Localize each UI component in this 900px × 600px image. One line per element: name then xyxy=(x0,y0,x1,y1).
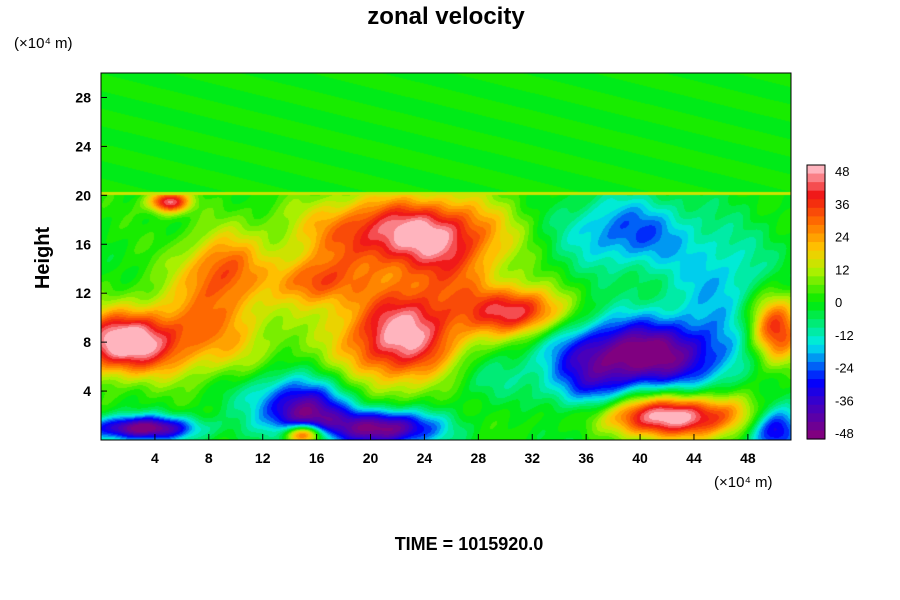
colorbar-swatch xyxy=(807,361,825,372)
colorbar-swatch xyxy=(807,387,825,397)
colorbar-swatch xyxy=(807,267,825,277)
colorbar-swatch xyxy=(807,242,825,252)
colorbar-swatch xyxy=(807,293,825,303)
colorbar-swatch xyxy=(807,190,825,200)
colorbar-swatch xyxy=(807,165,825,175)
colorbar-swatch xyxy=(807,430,825,440)
x-tick-label: 4 xyxy=(151,450,159,466)
colorbar-swatch xyxy=(807,182,825,192)
y-axis: 4 8 12 16 20 24 28 xyxy=(75,89,107,399)
colorbar-tick-label: 24 xyxy=(835,230,849,245)
colorbar-swatch xyxy=(807,396,825,406)
colorbar-swatch xyxy=(807,353,825,363)
colorbar-tick-label: -12 xyxy=(835,328,854,343)
x-tick-label: 36 xyxy=(578,450,594,466)
colorbar-swatch xyxy=(807,224,825,235)
x-unit-label: (×10⁴ m) xyxy=(714,474,773,491)
colorbar-tick-label: -48 xyxy=(835,426,854,441)
colorbar-swatch xyxy=(807,344,825,354)
colorbar-swatch xyxy=(807,276,825,286)
colorbar-swatch xyxy=(807,199,825,209)
x-tick-label: 16 xyxy=(309,450,325,466)
colorbar-swatch xyxy=(807,327,825,337)
x-tick-label: 28 xyxy=(471,450,487,466)
colorbar-frame xyxy=(806,164,826,440)
colorbar: 48 36 24 12 0 -12 -24 -36 -48 xyxy=(806,164,854,441)
y-tick-label: 8 xyxy=(83,334,91,350)
y-tick-label: 16 xyxy=(75,236,91,252)
y-tick-label: 4 xyxy=(83,383,91,399)
y-tick-label: 24 xyxy=(75,138,91,154)
chart-title: zonal velocity xyxy=(367,3,525,30)
colorbar-swatch xyxy=(807,413,825,423)
x-tick-label: 48 xyxy=(740,450,756,466)
colorbar-swatch xyxy=(807,336,825,346)
y-tick-label: 20 xyxy=(75,187,91,203)
colorbar-tick-label: -36 xyxy=(835,393,854,408)
y-tick-label: 28 xyxy=(75,89,91,105)
time-label: TIME = 1015920.0 xyxy=(395,534,544,554)
colorbar-swatch xyxy=(807,250,825,260)
velocity-field xyxy=(101,73,791,440)
y-tick-label: 12 xyxy=(75,285,91,301)
colorbar-swatch xyxy=(807,421,825,432)
colorbar-swatch xyxy=(807,319,825,329)
x-tick-label: 20 xyxy=(363,450,379,466)
colorbar-swatch xyxy=(807,259,825,269)
y-axis-label: Height xyxy=(32,227,54,290)
colorbar-tick-label: 48 xyxy=(835,164,849,179)
plot-area xyxy=(101,73,791,440)
colorbar-tick-label: 36 xyxy=(835,197,849,212)
x-tick-label: 40 xyxy=(632,450,648,466)
x-tick-label: 32 xyxy=(524,450,540,466)
colorbar-swatch xyxy=(807,302,825,312)
colorbar-swatch xyxy=(807,370,825,380)
colorbar-swatch xyxy=(807,404,825,414)
colorbar-swatch xyxy=(807,379,825,389)
colorbar-swatch xyxy=(807,284,825,295)
colorbar-swatch xyxy=(807,173,825,183)
x-tick-label: 8 xyxy=(205,450,213,466)
colorbar-tick-label: -24 xyxy=(835,361,854,376)
x-tick-label: 44 xyxy=(686,450,702,466)
colorbar-swatch xyxy=(807,216,825,226)
x-axis: 4 8 12 16 20 24 28 32 36 40 44 48 xyxy=(151,434,756,466)
y-unit-label: (×10⁴ m) xyxy=(14,35,73,52)
colorbar-swatch xyxy=(807,207,825,217)
colorbar-tick-label: 0 xyxy=(835,295,842,310)
colorbar-swatch xyxy=(807,233,825,243)
x-tick-label: 24 xyxy=(417,450,433,466)
colorbar-swatch xyxy=(807,310,825,320)
colorbar-tick-label: 12 xyxy=(835,262,849,277)
x-tick-label: 12 xyxy=(255,450,271,466)
plot-frame xyxy=(100,72,792,441)
